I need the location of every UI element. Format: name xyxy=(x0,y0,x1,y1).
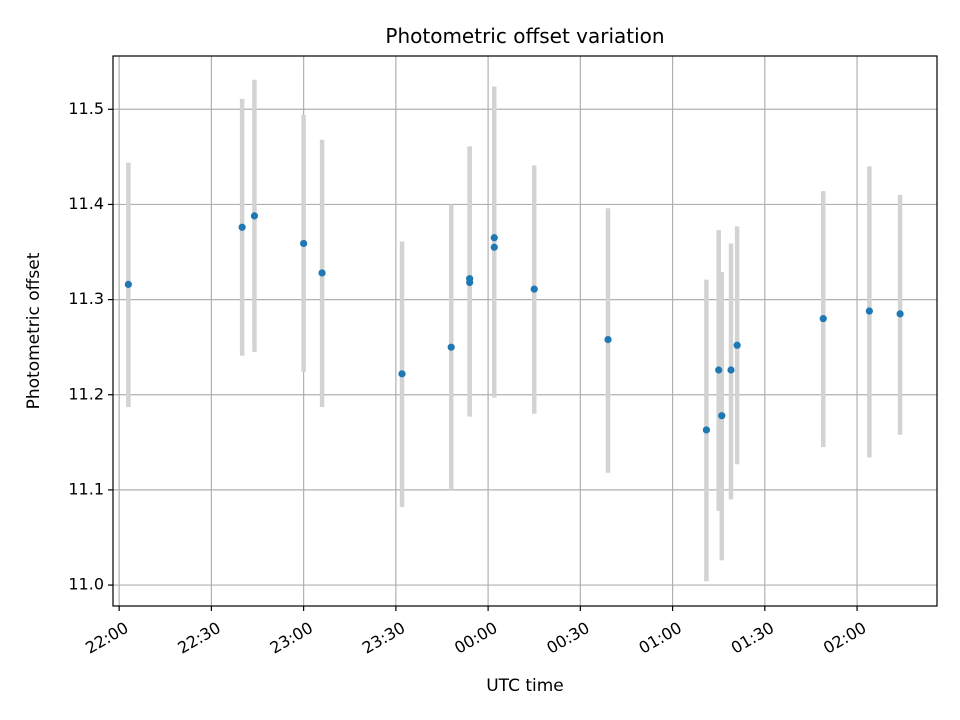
y-tick-label: 11.4 xyxy=(68,194,104,213)
data-point xyxy=(733,341,741,349)
data-point xyxy=(896,310,904,318)
data-point xyxy=(124,280,132,288)
y-axis: 11.0 11.1 11.2 11.3 11.4 11.5 xyxy=(68,99,113,594)
data-point xyxy=(865,307,873,315)
data-point xyxy=(490,234,498,242)
data-point xyxy=(718,412,726,420)
y-tick-label: 11.1 xyxy=(68,479,104,498)
data-point xyxy=(819,315,827,323)
data-point xyxy=(466,275,474,283)
x-axis-label: UTC time xyxy=(486,676,564,696)
y-axis-label: Photometric offset xyxy=(24,252,44,409)
data-point xyxy=(250,212,259,220)
data-point xyxy=(300,239,308,248)
data-point xyxy=(318,269,326,277)
data-point xyxy=(715,366,723,374)
data-point xyxy=(398,370,406,378)
chart-title: Photometric offset variation xyxy=(385,24,664,48)
y-tick-label: 11.0 xyxy=(68,575,104,594)
data-point xyxy=(702,426,711,434)
data-point xyxy=(238,223,246,231)
data-point xyxy=(727,366,735,374)
plot-frame xyxy=(112,55,938,607)
data-point xyxy=(604,335,612,344)
data-points xyxy=(124,212,904,434)
y-tick-label: 11.3 xyxy=(68,289,104,308)
y-tick-label: 11.2 xyxy=(68,384,104,403)
data-point xyxy=(490,243,498,251)
plot-area xyxy=(113,56,937,606)
data-point xyxy=(530,285,538,293)
y-tick-label: 11.5 xyxy=(68,99,104,118)
data-point xyxy=(447,343,455,351)
